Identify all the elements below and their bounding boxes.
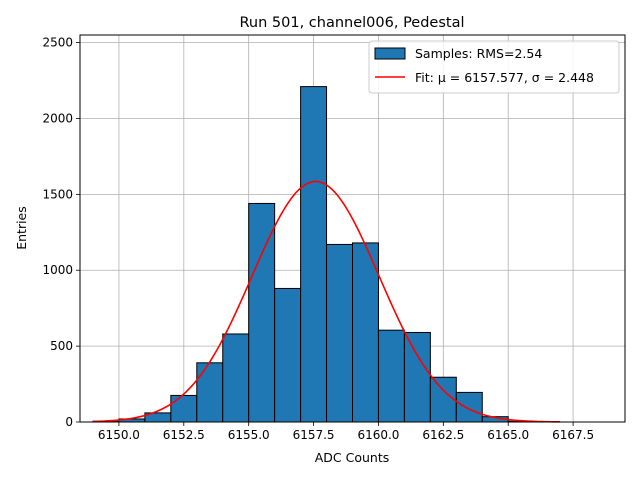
fit-curve <box>92 180 561 423</box>
y-axis-label: Entries <box>14 206 29 250</box>
x-axis-label: ADC Counts <box>315 450 390 465</box>
x-tick-label: 6157.5 <box>293 428 335 442</box>
y-axis-ticks: 0 500 1000 1500 2000 2500 <box>42 36 80 429</box>
histogram-bar <box>403 331 431 423</box>
y-tick-label: 1000 <box>42 263 73 277</box>
histogram-bar <box>300 86 328 423</box>
x-tick-label: 6167.5 <box>552 428 594 442</box>
histogram-bar <box>222 333 250 423</box>
histogram-bar <box>377 329 405 423</box>
histogram-bar <box>352 242 379 423</box>
x-tick-label: 6160.0 <box>357 428 399 442</box>
y-tick-label: 2000 <box>42 111 73 125</box>
x-tick-label: 6152.5 <box>163 428 205 442</box>
legend: Samples: RMS=2.54 Fit: μ = 6157.577, σ =… <box>368 40 620 94</box>
y-tick-label: 2500 <box>42 36 73 50</box>
histogram-bar <box>274 287 302 423</box>
histogram-bar <box>429 376 457 423</box>
legend-box <box>368 40 620 94</box>
x-tick-label: 6155.0 <box>228 428 270 442</box>
histogram-bar <box>196 362 224 423</box>
histogram-bar <box>455 391 483 423</box>
legend-histogram-label: Samples: RMS=2.54 <box>415 46 542 61</box>
x-tick-label: 6165.0 <box>487 428 529 442</box>
legend-histogram-swatch <box>374 47 406 60</box>
x-tick-label: 6162.5 <box>422 428 464 442</box>
histogram-bar <box>326 243 353 423</box>
x-tick-label: 6150.0 <box>98 428 140 442</box>
histogram-bars <box>92 86 535 423</box>
y-tick-label: 0 <box>65 415 73 429</box>
x-axis-ticks: 6150.0 6152.5 6155.0 6157.5 6160.0 6162.5 6165… <box>98 422 594 442</box>
y-tick-label: 500 <box>50 339 73 353</box>
legend-fit-label: Fit: μ = 6157.577, σ = 2.448 <box>415 70 594 85</box>
histogram-bar <box>170 394 198 423</box>
fit-curve-group <box>92 180 561 423</box>
y-tick-label: 1500 <box>42 187 73 201</box>
chart-title: Run 501, channel006, Pedestal <box>239 15 464 31</box>
plot-frame <box>79 34 626 423</box>
histogram-bar <box>248 202 276 423</box>
